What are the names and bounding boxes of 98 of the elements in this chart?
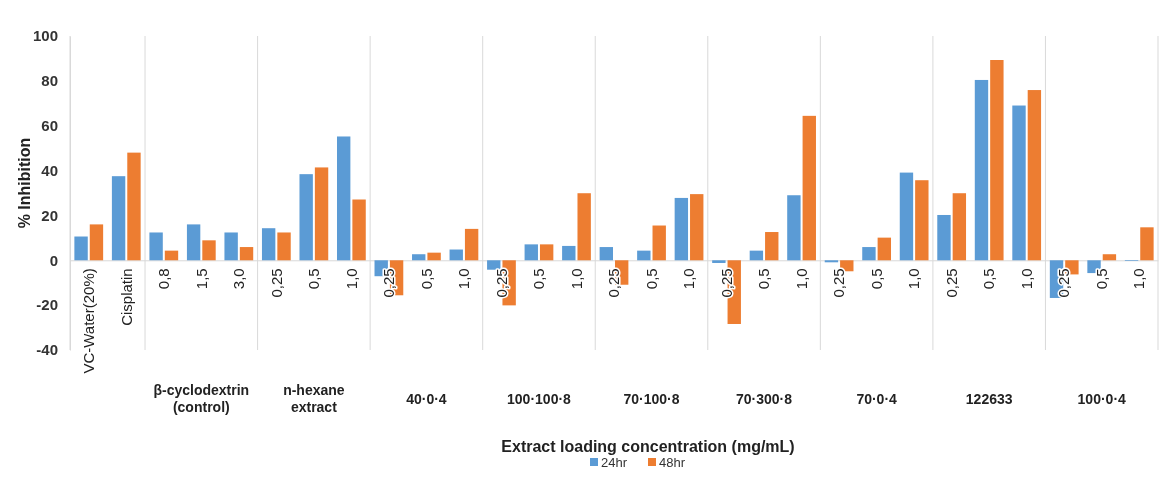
bar <box>89 224 104 261</box>
x-axis-title: Extract loading concentration (mg/mL) <box>501 438 795 455</box>
bar <box>352 199 366 261</box>
x-tick-label: 0,5 <box>305 268 323 290</box>
y-tick-label: -20 <box>36 296 58 314</box>
bar <box>111 176 126 261</box>
y-tick-label: 60 <box>41 117 58 135</box>
bar <box>427 252 441 261</box>
bar <box>449 249 463 261</box>
bar <box>637 250 651 261</box>
x-tick-label: 0,5 <box>980 268 998 290</box>
x-tick-label: 0,5 <box>867 268 885 290</box>
text: β-cyclodextrin (control) <box>153 382 250 415</box>
bar <box>1027 90 1042 261</box>
bar <box>749 250 764 261</box>
text: 40·0·4 <box>406 391 447 407</box>
y-tick-label: 20 <box>41 206 58 224</box>
bar <box>337 136 351 261</box>
x-tick-label: 0,25 <box>830 268 848 298</box>
text: 70·0·4 <box>856 391 898 407</box>
x-tick-label: 1,0 <box>567 268 585 290</box>
bar <box>824 260 839 263</box>
bar <box>202 240 216 261</box>
bar <box>464 228 479 261</box>
x-tick-label: 0,25 <box>717 268 735 298</box>
bar <box>899 172 914 261</box>
x-tick-label: 3,0 <box>230 268 248 290</box>
y-tick-label: 0 <box>49 251 58 269</box>
x-tick-label: 0,25 <box>380 268 398 298</box>
bar <box>314 167 329 261</box>
y-tick-label: 80 <box>41 72 58 90</box>
x-tick-label: 1,0 <box>792 268 810 290</box>
x-tick-label: 1,0 <box>1130 268 1148 290</box>
y-tick-label: -40 <box>36 341 58 359</box>
text: 100·0·4 <box>1077 391 1127 407</box>
y-tick-label: 100 <box>32 27 58 45</box>
bar <box>937 214 951 261</box>
bar <box>712 260 726 263</box>
bar <box>765 232 779 261</box>
bar <box>239 247 254 261</box>
x-tick-label: 1,0 <box>680 268 698 290</box>
bar <box>915 180 929 261</box>
x-tick-label: 0,5 <box>642 268 660 290</box>
bar <box>412 254 426 261</box>
bar <box>524 244 538 261</box>
x-tick-label: 1,0 <box>342 268 360 290</box>
bar <box>562 245 576 261</box>
text: n-hexane extract <box>283 382 345 415</box>
x-tick-label: VC-Water(20%) <box>80 268 98 374</box>
bar <box>487 260 501 270</box>
bar <box>74 236 88 261</box>
text: 70·300·8 <box>736 391 793 407</box>
bar <box>299 174 313 261</box>
x-tick-label: 1,0 <box>905 268 923 290</box>
bar <box>164 250 179 261</box>
bar <box>952 193 967 261</box>
text: 122633 <box>965 391 1013 407</box>
x-tick-label: 0,5 <box>1092 268 1110 290</box>
bar <box>599 247 613 261</box>
bar <box>149 232 163 261</box>
bar <box>974 79 989 261</box>
x-tick-label: Cisplatin <box>117 268 135 326</box>
legend-label: 24hr <box>601 455 628 470</box>
bar <box>577 193 591 261</box>
y-axis-title: % Inhibition <box>16 137 33 229</box>
bar <box>674 197 689 261</box>
bar <box>690 194 704 261</box>
text: 100·100·8 <box>507 391 572 407</box>
x-tick-label: 0,5 <box>417 268 435 290</box>
bar <box>787 195 801 261</box>
y-tick-label: 40 <box>41 161 58 179</box>
x-tick-label: 1,0 <box>455 268 473 290</box>
bar <box>539 244 554 261</box>
legend-label: 48hr <box>659 455 686 470</box>
bar <box>990 60 1004 261</box>
x-tick-label: 0,25 <box>267 268 285 298</box>
x-tick-label: 1,0 <box>1017 268 1035 290</box>
bar <box>224 232 238 261</box>
x-tick-label: 0,8 <box>155 268 173 290</box>
text: 70·100·8 <box>623 391 680 407</box>
x-tick-label: 0,5 <box>755 268 773 290</box>
x-tick-label: 0,25 <box>1055 268 1073 298</box>
bar <box>186 224 201 261</box>
bar <box>862 247 876 261</box>
x-tick-label: 0,25 <box>492 268 510 298</box>
bar <box>802 115 816 261</box>
bar <box>261 228 276 261</box>
bar <box>1102 254 1117 261</box>
bar <box>1012 105 1026 261</box>
bar <box>277 232 291 261</box>
bar <box>127 152 141 261</box>
bar <box>652 225 666 261</box>
bar <box>1140 227 1154 261</box>
x-tick-label: 0,25 <box>942 268 960 298</box>
bar <box>877 237 891 261</box>
x-tick-label: 0,5 <box>530 268 548 290</box>
x-tick-label: 0,25 <box>605 268 623 298</box>
x-tick-label: 1,5 <box>192 268 210 290</box>
